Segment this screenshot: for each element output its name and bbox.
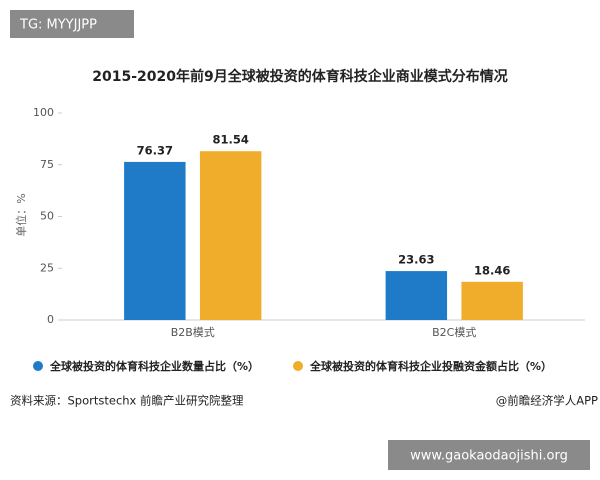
legend-label: 全球被投资的体育科技企业数量占比（%）: [49, 359, 259, 373]
value-label: 23.63: [398, 253, 434, 267]
y-tick-label: 75: [40, 158, 54, 171]
source: 资料来源：Sportstechx 前瞻产业研究院整理: [10, 394, 244, 408]
legend-label: 全球被投资的体育科技企业投融资金额占比（%）: [309, 359, 552, 373]
y-tick-label: 0: [47, 313, 54, 326]
credit: @前瞻经济学人APP: [496, 394, 598, 408]
y-axis-label: 单位：%: [14, 193, 28, 236]
watermark-box: [388, 440, 590, 470]
x-tick-label: B2B模式: [171, 326, 215, 339]
value-label: 18.46: [474, 263, 510, 277]
tag-box: [10, 10, 134, 38]
bar: [461, 281, 523, 320]
value-label: 81.54: [212, 133, 248, 147]
value-label: 76.37: [137, 143, 173, 157]
legend-swatch: [293, 361, 303, 371]
y-tick-label: 100: [33, 106, 54, 119]
x-tick-label: B2C模式: [432, 326, 476, 339]
tag: TG: MYYJJPP: [19, 18, 97, 33]
bar: [124, 161, 186, 320]
watermark: www.gaokaodaojishi.org: [410, 449, 568, 464]
chart-title: 2015-2020年前9月全球被投资的体育科技企业商业模式分布情况: [92, 68, 507, 85]
y-tick-label: 25: [40, 261, 54, 274]
bar: [385, 271, 448, 320]
legend-swatch: [33, 361, 43, 371]
bar: [199, 151, 262, 320]
y-tick-label: 50: [40, 210, 54, 223]
